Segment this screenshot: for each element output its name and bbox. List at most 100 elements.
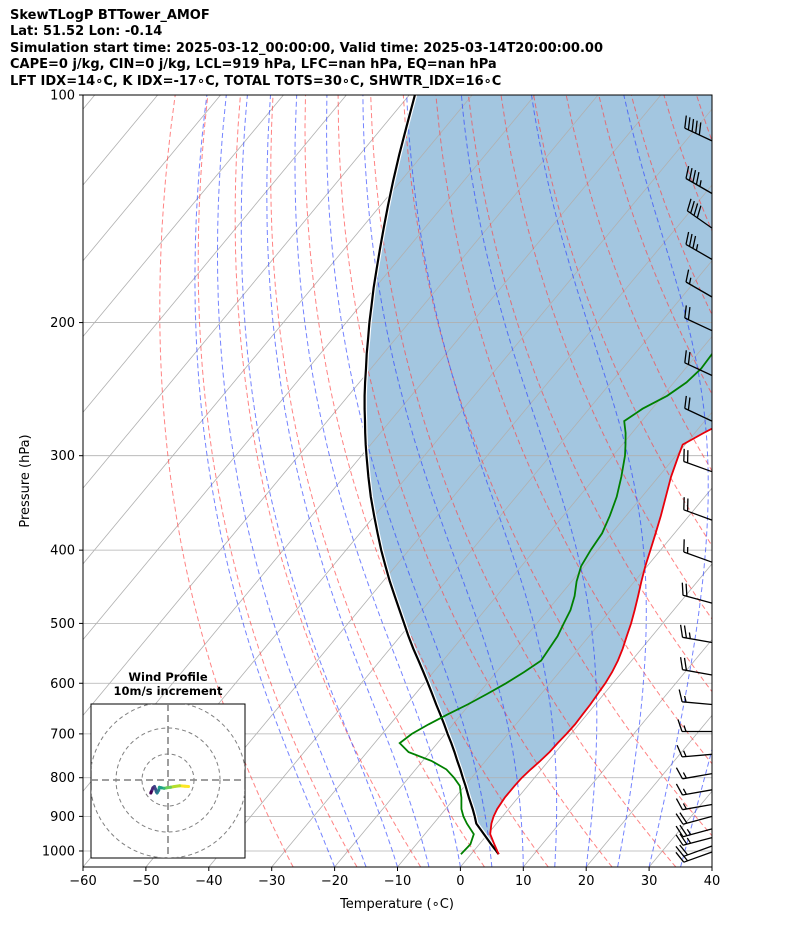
dry-adiabat xyxy=(402,95,712,837)
moist-adiabat xyxy=(266,95,430,867)
wind-barb-path xyxy=(675,798,713,811)
moist-adiabat xyxy=(406,95,558,867)
moist-adiabat xyxy=(194,95,336,867)
header-times: Simulation start time: 2025-03-12_00:00:… xyxy=(10,40,603,56)
dry-adiabat xyxy=(159,95,294,867)
wind-barb-path xyxy=(683,539,713,563)
hodograph-title: Wind Profile 10m/s increment xyxy=(90,670,246,698)
wind-barbs xyxy=(675,115,713,863)
isotherm-line xyxy=(271,335,712,867)
wind-barb-path xyxy=(675,844,713,857)
temperature-profile-line xyxy=(489,427,712,855)
wind-barb xyxy=(676,745,713,758)
dry-adiabat xyxy=(197,95,358,867)
y-tick-label: 200 xyxy=(50,316,75,331)
isotherm-line xyxy=(83,95,96,110)
wind-barb-path xyxy=(676,745,713,758)
isotherm-line xyxy=(775,95,794,867)
isotherm-line xyxy=(522,639,712,867)
cape-fill-region xyxy=(364,95,712,855)
isotherm-line xyxy=(83,95,284,338)
x-tick-label: 0 xyxy=(456,874,464,889)
isotherm-line xyxy=(334,411,712,867)
header-stability-indices: LFT IDX=14∘C, K IDX=-17∘C, TOTAL TOTS=30… xyxy=(10,73,502,89)
y-tick-label: 900 xyxy=(50,810,75,825)
dry-adiabat xyxy=(467,95,712,693)
wind-barb xyxy=(684,395,713,422)
hodograph-subtitle-text: 10m/s increment xyxy=(113,684,223,698)
wind-barb-path xyxy=(685,165,713,195)
skewed-isotherms xyxy=(83,95,794,867)
wind-barb xyxy=(683,497,713,521)
hodograph-inset xyxy=(90,703,246,859)
moist-adiabats xyxy=(194,95,712,867)
isotherm-line xyxy=(83,95,599,717)
moist-adiabat xyxy=(711,865,712,867)
moist-adiabat xyxy=(217,95,367,867)
dry-adiabat xyxy=(435,95,712,765)
isotherm-line xyxy=(83,95,221,262)
x-tick-label: 10 xyxy=(515,874,532,889)
wind-barb-path xyxy=(675,812,713,825)
wind-barb-path xyxy=(684,350,713,377)
y-tick-label: 700 xyxy=(50,727,75,742)
skew-t-plot-area xyxy=(83,95,794,867)
x-tick-label: −40 xyxy=(195,874,222,889)
wind-barb xyxy=(683,448,713,473)
wind-barb xyxy=(678,689,713,706)
axis-ticks: −60 −50 −40 −30 −20 −10 0 10 20 30 40 100 200 300 400 5… xyxy=(42,89,720,890)
wind-barb xyxy=(683,539,713,563)
isotherm-line xyxy=(83,95,347,413)
wind-barb-path xyxy=(679,624,713,644)
y-tick-label: 600 xyxy=(50,677,75,692)
isotherm-line xyxy=(397,487,712,867)
sounding-profiles xyxy=(362,95,712,856)
y-tick-label: 100 xyxy=(50,89,75,104)
cape-shading xyxy=(364,95,712,855)
moist-adiabat xyxy=(362,95,524,867)
y-tick-label: 500 xyxy=(50,617,75,632)
wind-barb xyxy=(686,198,713,229)
wind-barb xyxy=(675,767,713,780)
moist-adiabat xyxy=(294,95,461,867)
wind-barb xyxy=(675,783,713,796)
x-tick-label: 30 xyxy=(641,874,658,889)
wind-barb xyxy=(675,798,713,811)
wind-barb xyxy=(681,582,713,604)
x-tick-label: −10 xyxy=(384,874,411,889)
isotherm-line xyxy=(83,95,473,565)
wind-barb xyxy=(684,305,713,332)
wind-barb xyxy=(677,719,712,733)
moist-adiabat xyxy=(623,95,709,867)
wind-barb xyxy=(685,231,713,260)
header-cape-indices: CAPE=0 j/kg, CIN=0 j/kg, LCL=919 hPa, LF… xyxy=(10,57,497,73)
wind-barb-path xyxy=(675,824,713,838)
x-axis-label: Temperature (∘C) xyxy=(339,897,454,912)
wind-barb xyxy=(675,844,713,857)
wind-barb xyxy=(679,624,713,644)
isotherm-line xyxy=(460,563,712,867)
wind-barb-path xyxy=(678,689,713,706)
isotherm-line xyxy=(711,866,712,867)
dry-adiabat xyxy=(304,95,549,867)
wind-barb xyxy=(675,824,713,838)
wind-barb-path xyxy=(683,448,713,473)
x-tick-label: 20 xyxy=(578,874,595,889)
dry-adiabats xyxy=(159,95,712,867)
wind-barb-path xyxy=(684,115,713,142)
dry-adiabat xyxy=(337,95,613,867)
x-tick-label: −20 xyxy=(321,874,348,889)
dry-adiabat xyxy=(500,95,712,620)
wind-barb xyxy=(685,269,713,298)
wind-barb xyxy=(675,833,713,846)
isotherm-line xyxy=(585,714,712,867)
wind-barb-path xyxy=(683,497,713,521)
wind-barb-path xyxy=(684,305,713,332)
header-location: Lat: 51.52 Lon: -0.14 xyxy=(10,24,163,40)
x-tick-label: −30 xyxy=(258,874,285,889)
wind-barb-path xyxy=(679,657,713,676)
isotherm-line xyxy=(83,95,410,489)
y-tick-label: 300 xyxy=(50,449,75,464)
figure-header: SkewTLogP BTTower_AMOF Lat: 51.52 Lon: -… xyxy=(10,8,790,90)
